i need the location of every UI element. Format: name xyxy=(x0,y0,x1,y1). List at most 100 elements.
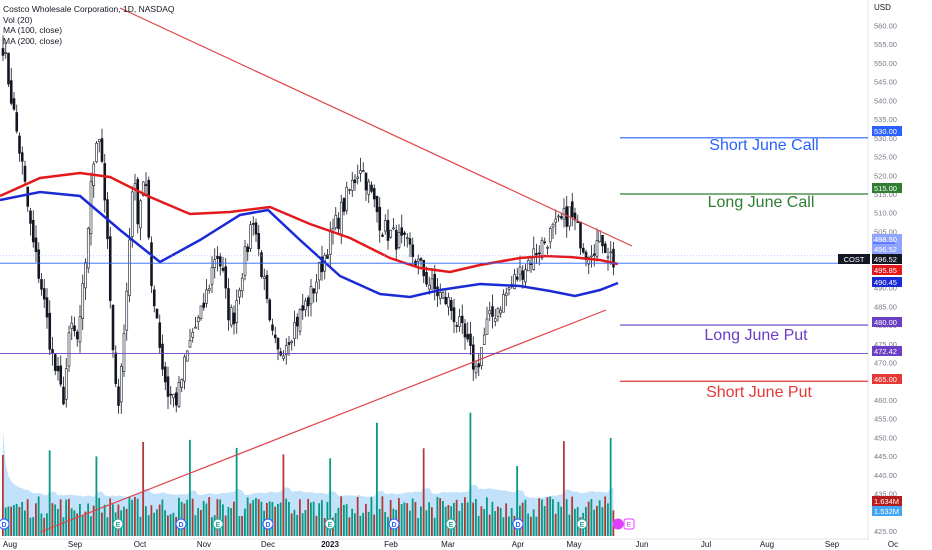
volume-bar xyxy=(197,508,200,536)
candle-body xyxy=(155,308,159,319)
candle-body xyxy=(268,299,272,321)
candle-body xyxy=(15,112,19,132)
candle-body xyxy=(425,271,428,285)
volume-bar xyxy=(527,513,530,536)
candle-body xyxy=(306,297,310,307)
price-label-bg xyxy=(872,183,902,193)
volume-bar xyxy=(241,515,244,536)
candle-body xyxy=(84,262,87,289)
candle-body xyxy=(441,292,445,299)
candle-body xyxy=(31,219,35,243)
level-label-long-june-put: Long June Put xyxy=(704,327,808,344)
volume-bar xyxy=(502,517,505,536)
trend-line-upper xyxy=(119,7,633,247)
volume-bar xyxy=(92,505,95,536)
candle-body xyxy=(9,80,13,104)
candle-body xyxy=(312,288,316,294)
candle-body xyxy=(367,181,371,195)
candle-body xyxy=(144,184,148,186)
y-tick-label: 540.00 xyxy=(874,96,897,105)
volume-bar xyxy=(101,512,103,536)
volume-bar xyxy=(296,514,299,536)
candle-body xyxy=(447,297,450,308)
x-tick-label: Oct xyxy=(134,540,147,549)
candle-body xyxy=(502,294,505,313)
price-label-bg xyxy=(872,234,902,244)
candle-body xyxy=(598,230,602,243)
candle-body xyxy=(254,222,258,235)
candle-body xyxy=(452,307,456,323)
candle-body xyxy=(7,52,10,85)
volume-bar xyxy=(348,517,351,536)
candle-body xyxy=(213,259,217,268)
x-tick-label: Feb xyxy=(384,540,398,549)
volume-bar xyxy=(84,511,87,536)
candle-body xyxy=(449,300,453,311)
volume-bar xyxy=(552,499,554,536)
candle-body xyxy=(455,325,459,327)
volume-bar xyxy=(505,503,508,536)
candle-body xyxy=(419,258,423,261)
candle-body xyxy=(554,218,558,223)
candle-body xyxy=(183,356,186,382)
volume-bar xyxy=(304,510,307,536)
volume-bar xyxy=(205,503,208,536)
volume-bar xyxy=(409,510,411,536)
candle-body xyxy=(169,393,173,396)
chart-legend: Costco Wholesale Corporation, 1D, NASDAQ… xyxy=(3,4,175,46)
volume-bar xyxy=(103,504,106,536)
volume-bar xyxy=(384,512,387,536)
candle-body xyxy=(353,179,357,184)
candle-body xyxy=(606,256,610,259)
volume-bar xyxy=(62,517,65,536)
candle-body xyxy=(29,210,32,224)
candle-body xyxy=(378,206,382,231)
candle-body xyxy=(328,229,332,255)
level-label-short-june-put: Short June Put xyxy=(706,384,812,401)
volume-bar xyxy=(131,499,134,536)
price-label: 530.00 xyxy=(874,127,897,136)
candle-body xyxy=(386,219,390,241)
volume-bar xyxy=(422,448,425,536)
volume-bar xyxy=(472,502,475,536)
candle-body xyxy=(315,281,318,294)
volume-bar xyxy=(334,513,337,536)
volume-bar xyxy=(299,499,301,536)
volume-bar xyxy=(90,516,92,536)
candle-body xyxy=(51,349,54,354)
candle-body xyxy=(499,309,503,314)
event-marker-label: D xyxy=(515,522,520,529)
candle-body xyxy=(543,241,547,244)
candle-body xyxy=(235,300,239,323)
volume-bar xyxy=(147,515,150,536)
candle-body xyxy=(78,316,82,343)
candle-body xyxy=(73,325,76,332)
y-tick-label: 535.00 xyxy=(874,115,897,124)
candle-body xyxy=(34,237,38,252)
candle-body xyxy=(75,331,79,340)
volume-bar xyxy=(436,496,439,536)
event-marker-label: D xyxy=(1,522,6,529)
candle-body xyxy=(298,309,302,332)
candle-body xyxy=(227,288,230,321)
candle-body xyxy=(108,236,112,301)
volume-bar xyxy=(249,503,252,536)
candle-body xyxy=(339,201,343,235)
volume-bar xyxy=(123,506,125,536)
candle-body xyxy=(119,366,123,403)
volume-bar xyxy=(18,506,21,536)
candle-body xyxy=(408,238,412,245)
candle-body xyxy=(361,170,365,172)
candle-body xyxy=(334,214,338,228)
candle-body xyxy=(246,246,250,253)
candle-body xyxy=(444,296,448,305)
x-tick-label: Mar xyxy=(441,540,455,549)
volume-bar xyxy=(538,498,541,536)
price-label-bg xyxy=(872,317,902,327)
volume-bar xyxy=(307,498,310,536)
event-marker xyxy=(576,518,588,530)
candle-body xyxy=(221,267,225,271)
candle-body xyxy=(56,365,60,372)
indicator-ma100: MA (100, close) xyxy=(3,25,63,36)
